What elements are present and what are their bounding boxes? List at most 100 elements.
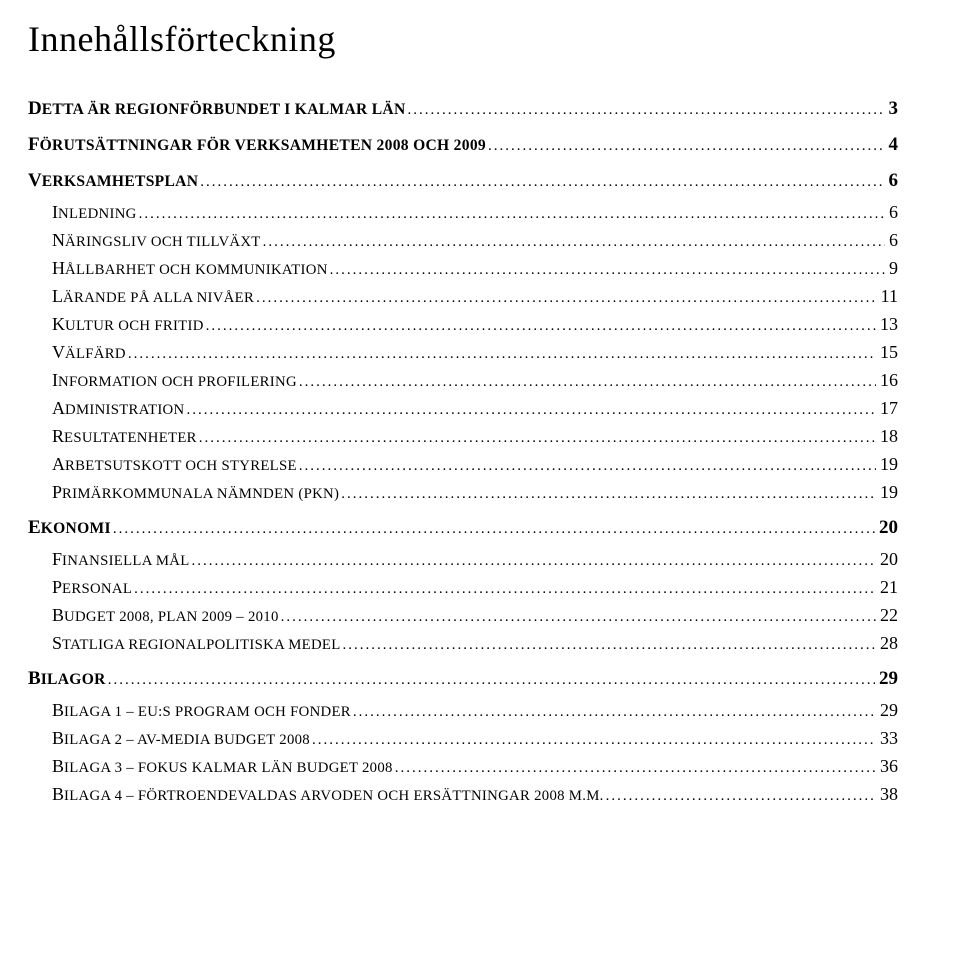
toc-label-rest: TATLIGA REGIONALPOLITISKA MEDEL xyxy=(62,637,341,653)
toc-page-number: 17 xyxy=(878,398,898,419)
toc-page-number: 6 xyxy=(887,170,899,192)
toc-label-rest: ULTUR OCH FRITID xyxy=(65,318,204,334)
toc-page-number: 21 xyxy=(878,577,898,598)
toc-entry: LÄRANDE PÅ ALLA NIVÅER 11 xyxy=(28,286,898,307)
toc-label-rest: ESULTATENHETER xyxy=(64,430,197,446)
toc-page-number: 28 xyxy=(878,633,898,654)
toc-page-number: 13 xyxy=(878,314,898,335)
toc-page-number: 33 xyxy=(878,728,898,749)
toc-leader xyxy=(606,784,876,805)
toc-label-rest: ÖRUTSÄTTNINGAR FÖR VERKSAMHETEN 2008 OCH… xyxy=(40,137,486,154)
toc-label: NÄRINGSLIV OCH TILLVÄXT xyxy=(52,230,261,251)
toc-leader xyxy=(128,342,876,363)
toc-label: STATLIGA REGIONALPOLITISKA MEDEL xyxy=(52,633,341,654)
toc-label-initial: F xyxy=(28,134,40,155)
toc-page-number: 3 xyxy=(887,98,899,120)
toc-label: PRIMÄRKOMMUNALA NÄMNDEN (PKN) xyxy=(52,482,339,503)
toc-label: EKONOMI xyxy=(28,517,111,539)
toc-entry: FÖRUTSÄTTNINGAR FÖR VERKSAMHETEN 2008 OC… xyxy=(28,134,898,156)
toc-leader xyxy=(299,370,876,391)
toc-entry: FINANSIELLA MÅL20 xyxy=(28,549,898,570)
toc-label-initial: F xyxy=(52,549,62,569)
toc-label: ARBETSUTSKOTT OCH STYRELSE xyxy=(52,454,297,475)
toc-label: BILAGA 4 – FÖRTROENDEVALDAS ARVODEN OCH … xyxy=(52,784,604,805)
toc-label-rest: RBETSUTSKOTT OCH STYRELSE xyxy=(65,458,297,474)
toc-label-initial: H xyxy=(52,258,65,278)
toc-label: BILAGA 3 – FOKUS KALMAR LÄN BUDGET 2008 xyxy=(52,756,393,777)
toc-page-number: 15 xyxy=(878,342,898,363)
toc-page-number: 6 xyxy=(887,202,898,223)
toc-entry: INFORMATION OCH PROFILERING16 xyxy=(28,370,898,391)
toc-entry: PRIMÄRKOMMUNALA NÄMNDEN (PKN)19 xyxy=(28,482,898,503)
toc-entry: HÅLLBARHET OCH KOMMUNIKATION9 xyxy=(28,258,898,279)
toc-label-initial: B xyxy=(52,756,64,776)
toc-label-initial: R xyxy=(52,426,64,446)
toc-label-rest: ÄLFÄRD xyxy=(65,346,126,362)
toc-leader xyxy=(330,258,885,279)
toc-label-initial: D xyxy=(28,98,42,119)
toc-label-initial: B xyxy=(52,784,64,804)
toc-entry: RESULTATENHETER 18 xyxy=(28,426,898,447)
toc-entry: STATLIGA REGIONALPOLITISKA MEDEL 28 xyxy=(28,633,898,654)
toc-label-rest: RIMÄRKOMMUNALA NÄMNDEN (PKN) xyxy=(62,486,339,502)
toc-label: VERKSAMHETSPLAN xyxy=(28,170,198,192)
toc-entry: NÄRINGSLIV OCH TILLVÄXT 6 xyxy=(28,230,898,251)
toc-page-number: 29 xyxy=(878,700,898,721)
toc-label-rest: ILAGOR xyxy=(41,671,106,688)
toc-page-number: 11 xyxy=(879,286,898,307)
toc-label-initial: A xyxy=(52,398,65,418)
toc-leader xyxy=(192,549,876,570)
document-page: Innehållsförteckning DETTA ÄR REGIONFÖRB… xyxy=(0,0,960,805)
toc-page-number: 38 xyxy=(878,784,898,805)
toc-label: LÄRANDE PÅ ALLA NIVÅER xyxy=(52,286,254,307)
toc-label: BILAGOR xyxy=(28,668,106,690)
toc-page-number: 36 xyxy=(878,756,898,777)
toc-label-initial: L xyxy=(52,286,63,306)
toc-label-rest: UDGET 2008, PLAN 2009 – 2010 xyxy=(64,609,279,625)
toc-leader xyxy=(134,577,876,598)
toc-page-number: 16 xyxy=(878,370,898,391)
toc-page-number: 19 xyxy=(878,454,898,475)
toc-entry: VÄLFÄRD15 xyxy=(28,342,898,363)
toc-label-rest: ILAGA 4 – FÖRTROENDEVALDAS ARVODEN OCH E… xyxy=(64,788,604,804)
toc-entry: ARBETSUTSKOTT OCH STYRELSE 19 xyxy=(28,454,898,475)
toc-label-rest: ERSONAL xyxy=(62,581,132,597)
toc-label: FÖRUTSÄTTNINGAR FÖR VERKSAMHETEN 2008 OC… xyxy=(28,134,486,156)
toc-entry: BILAGA 1 – EU:S PROGRAM OCH FONDER 29 xyxy=(28,700,898,721)
toc-label-initial: B xyxy=(52,605,64,625)
table-of-contents: DETTA ÄR REGIONFÖRBUNDET I KALMAR LÄN3FÖ… xyxy=(28,98,898,805)
toc-page-number: 29 xyxy=(877,668,898,690)
toc-entry: BILAGA 3 – FOKUS KALMAR LÄN BUDGET 2008 3… xyxy=(28,756,898,777)
toc-page-number: 6 xyxy=(887,230,898,251)
toc-label-rest: ÅLLBARHET OCH KOMMUNIKATION xyxy=(65,262,328,278)
toc-entry: PERSONAL21 xyxy=(28,577,898,598)
toc-leader xyxy=(113,517,875,539)
toc-entry: INLEDNING6 xyxy=(28,202,898,223)
toc-page-number: 18 xyxy=(878,426,898,447)
toc-label-rest: ERKSAMHETSPLAN xyxy=(42,173,199,190)
toc-entry: BILAGA 4 – FÖRTROENDEVALDAS ARVODEN OCH … xyxy=(28,784,898,805)
toc-label-initial: B xyxy=(52,700,64,720)
toc-leader xyxy=(395,756,876,777)
toc-label: FINANSIELLA MÅL xyxy=(52,549,190,570)
toc-label-rest: INANSIELLA MÅL xyxy=(62,553,190,569)
toc-leader xyxy=(353,700,876,721)
toc-label: BUDGET 2008, PLAN 2009 – 2010 xyxy=(52,605,279,626)
toc-label: BILAGA 2 – AV-MEDIA BUDGET 2008 xyxy=(52,728,310,749)
page-title: Innehållsförteckning xyxy=(28,18,898,60)
toc-label-initial: B xyxy=(28,668,41,689)
toc-label-initial: N xyxy=(52,230,65,250)
toc-leader xyxy=(199,426,876,447)
toc-label-initial: S xyxy=(52,633,62,653)
toc-label: HÅLLBARHET OCH KOMMUNIKATION xyxy=(52,258,328,279)
toc-entry: BILAGOR 29 xyxy=(28,668,898,690)
toc-label: ADMINISTRATION xyxy=(52,398,184,419)
toc-page-number: 4 xyxy=(887,134,899,156)
toc-label-initial: A xyxy=(52,454,65,474)
toc-label-rest: ILAGA 1 – EU:S PROGRAM OCH FONDER xyxy=(64,704,351,720)
toc-label-rest: DMINISTRATION xyxy=(65,402,184,418)
toc-leader xyxy=(186,398,876,419)
toc-entry: DETTA ÄR REGIONFÖRBUNDET I KALMAR LÄN3 xyxy=(28,98,898,120)
toc-leader xyxy=(341,482,876,503)
toc-label-rest: ÄRANDE PÅ ALLA NIVÅER xyxy=(63,290,254,306)
